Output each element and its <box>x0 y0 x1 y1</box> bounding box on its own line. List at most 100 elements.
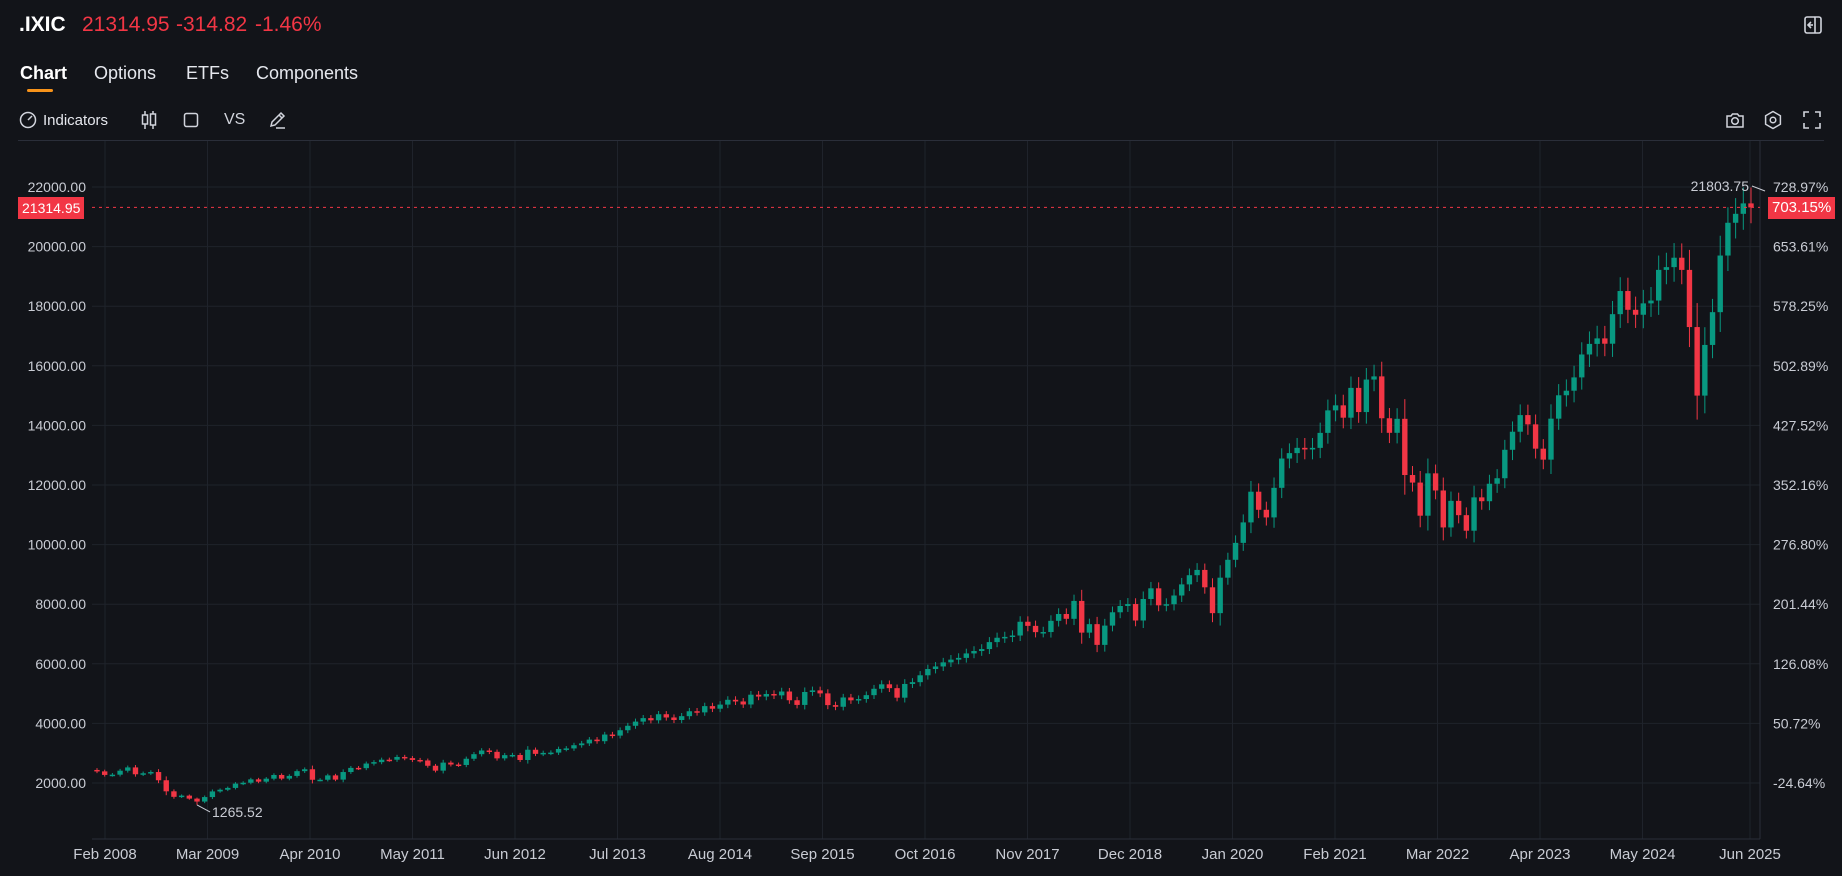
quote-header: .IXIC 21314.95 -314.82 -1.46% <box>0 0 1842 52</box>
candle-body <box>1579 354 1585 378</box>
candle-body <box>440 762 446 771</box>
candle-body <box>1155 588 1162 606</box>
candle-body <box>302 769 308 772</box>
candle-body <box>294 771 300 776</box>
candle-body <box>1502 449 1508 479</box>
x-axis-label: Apr 2010 <box>280 846 341 863</box>
candle-body <box>1602 338 1608 344</box>
candle-body <box>1648 300 1654 304</box>
candle-body <box>432 765 439 771</box>
candle-body <box>225 787 231 790</box>
x-axis-label: Sep 2015 <box>790 846 854 863</box>
candle-body <box>825 693 831 706</box>
tab-chart[interactable]: Chart <box>20 63 68 83</box>
pencil-icon <box>267 110 287 130</box>
candle-body <box>402 756 408 759</box>
candle-body <box>455 764 462 767</box>
y-axis-left-label: 8000.00 <box>35 596 86 612</box>
candle-body <box>1671 257 1677 268</box>
candle-body <box>1479 497 1485 502</box>
candle-body <box>1632 309 1639 315</box>
candle-body <box>394 756 400 760</box>
candle-body <box>1025 621 1031 626</box>
chart-toolbar: Indicators VS <box>0 104 1842 136</box>
drawing-tools-button[interactable] <box>267 107 287 133</box>
x-axis-label: Feb 2021 <box>1303 846 1366 863</box>
y-axis-right-label: 578.25% <box>1773 298 1828 314</box>
candle-body <box>1548 418 1554 460</box>
low-leader-line <box>196 804 211 813</box>
candle-body <box>1109 612 1116 626</box>
tab-etfs[interactable]: ETFs <box>186 63 229 83</box>
candle-body <box>363 763 369 769</box>
candle-body <box>255 779 262 782</box>
candle-body <box>817 690 823 694</box>
candle-body <box>986 642 993 650</box>
indicators-button[interactable]: Indicators <box>19 107 108 133</box>
x-axis-label: Apr 2023 <box>1510 846 1571 863</box>
candle-body <box>502 755 508 759</box>
chart-type-button[interactable] <box>140 107 158 133</box>
x-axis-label: Aug 2014 <box>688 846 752 863</box>
y-axis-left-label: 16000.00 <box>28 358 87 374</box>
indicators-label: Indicators <box>43 111 109 129</box>
candle-body <box>1679 257 1685 270</box>
candle-body <box>1309 447 1316 450</box>
candle-body <box>894 688 900 698</box>
candle-body <box>1640 303 1646 315</box>
current-percent-badge: 703.15% <box>1768 197 1836 219</box>
y-axis-right-label: 126.08% <box>1773 656 1828 672</box>
candle-body <box>317 779 323 782</box>
candle-body <box>1263 509 1270 518</box>
candle-body <box>417 759 423 762</box>
candle-body <box>1340 405 1346 418</box>
compare-toggle-button[interactable] <box>183 107 199 133</box>
panel-exit-icon[interactable] <box>1802 14 1824 36</box>
candle-body <box>1063 614 1070 619</box>
candle-body <box>1163 604 1170 606</box>
candle-body <box>517 754 523 760</box>
vs-label: VS <box>224 111 246 128</box>
x-axis-label: Jul 2013 <box>589 846 646 863</box>
candle-body <box>209 791 216 798</box>
candle-body <box>1148 588 1154 599</box>
tab-options[interactable]: Options <box>94 63 157 83</box>
fullscreen-button[interactable] <box>1802 107 1822 133</box>
candle-body <box>748 694 754 705</box>
compare-vs-button[interactable]: VS <box>224 107 245 133</box>
high-leader-line <box>1751 185 1766 192</box>
candle-body <box>1586 343 1593 355</box>
x-axis-label: Nov 2017 <box>995 846 1059 863</box>
candle-body <box>348 767 354 773</box>
settings-button[interactable] <box>1763 107 1783 133</box>
price-chart[interactable]: 2000.00 -24.64% 4000.00 50.72% 6000.00 126.08… <box>0 141 1842 876</box>
square-icon <box>183 112 199 128</box>
candle-body <box>1217 577 1223 614</box>
screenshot-button[interactable] <box>1725 107 1745 133</box>
candle-body <box>1071 600 1077 619</box>
candle-body <box>1494 478 1500 484</box>
candle-body <box>271 774 277 779</box>
candle-body <box>963 653 970 658</box>
tab-components[interactable]: Components <box>256 63 359 83</box>
last-price: 21314.95 <box>82 13 170 36</box>
candle-body <box>286 775 293 779</box>
candle-body <box>1655 269 1662 301</box>
candle-body <box>1402 418 1408 476</box>
candle-body <box>125 767 131 771</box>
candle-body <box>217 789 223 792</box>
y-axis-right-label: -24.64% <box>1773 775 1825 791</box>
y-axis-right-label: 427.52% <box>1773 417 1828 433</box>
candle-body <box>248 779 254 783</box>
candle-body <box>409 758 416 760</box>
candle-body <box>932 666 939 670</box>
fullscreen-icon <box>1802 110 1822 130</box>
candle-body <box>1509 431 1516 450</box>
x-axis-label: Mar 2009 <box>176 846 239 863</box>
candle-body <box>1079 600 1085 633</box>
candle-body <box>240 782 246 785</box>
candle-body <box>202 797 208 802</box>
candle-body <box>909 682 916 684</box>
candle-body <box>1179 584 1185 596</box>
candle-body <box>1471 497 1477 531</box>
